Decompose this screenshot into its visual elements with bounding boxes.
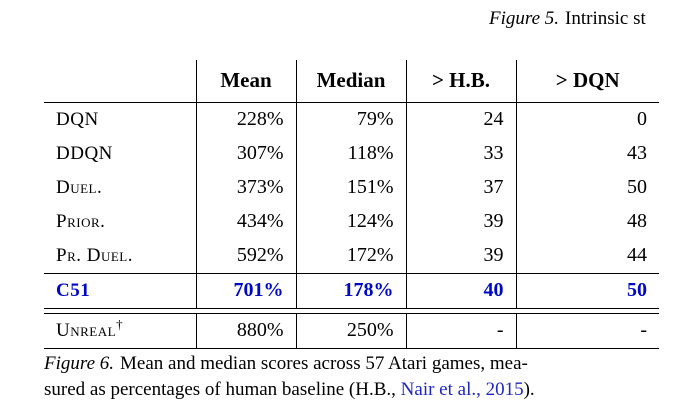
cell-gt-hb: 39 <box>405 239 516 274</box>
caption-line2-before: sured as percentages of human baseline (… <box>44 379 401 400</box>
cell-median: 151% <box>295 171 406 205</box>
cell-gt-dqn: 48 <box>515 205 659 239</box>
row-label: Prior. <box>56 210 106 232</box>
cell-median: 124% <box>295 205 406 239</box>
table-row-duel: Duel. 373% 151% 37 50 <box>44 171 659 205</box>
cell-gt-dqn: 50 <box>515 273 659 309</box>
figure6-caption: Figure 6. Mean and median scores across 5… <box>44 351 664 403</box>
table-row-unreal: Unreal† 880% 250% - - <box>44 313 659 349</box>
cell-gt-hb: 37 <box>405 171 516 205</box>
cell-mean: 434% <box>195 205 296 239</box>
cell-gt-dqn: 43 <box>515 137 659 171</box>
row-label: Pr. Duel. <box>56 244 133 266</box>
row-label: DDQN <box>56 142 113 164</box>
caption-line1: Mean and median scores across 57 Atari g… <box>120 353 528 374</box>
row-label: Unreal† <box>44 313 196 349</box>
cell-gt-hb: 33 <box>405 137 516 171</box>
cell-gt-hb: 39 <box>405 205 516 239</box>
caption-line2-after: ). <box>523 379 535 400</box>
cell-gt-dqn: - <box>515 313 659 349</box>
double-rule-spacer <box>44 308 659 314</box>
header-gt-dqn: > DQN <box>515 60 659 103</box>
cell-mean: 373% <box>195 171 296 205</box>
header-median: Median <box>295 60 406 103</box>
figure5-text: Intrinsic st <box>565 8 646 29</box>
cell-gt-dqn: 44 <box>515 239 659 274</box>
figure5-label: Figure 5. <box>489 8 560 29</box>
figure6-label: Figure 6. <box>44 353 115 374</box>
cell-gt-hb: 24 <box>405 102 516 137</box>
row-label: C51 <box>44 273 196 309</box>
table-row-pr-duel: Pr. Duel. 592% 172% 39 44 <box>44 239 659 274</box>
header-empty <box>44 60 196 103</box>
cell-mean: 880% <box>195 313 296 349</box>
results-table: Mean Median > H.B. > DQN DQN 228% 79% 24… <box>44 60 659 349</box>
cell-gt-dqn: 50 <box>515 171 659 205</box>
row-label: DQN <box>56 108 99 130</box>
cell-mean: 592% <box>195 239 296 274</box>
table-header-row: Mean Median > H.B. > DQN <box>44 60 659 103</box>
table-row-c51: C51 701% 178% 40 50 <box>44 273 659 309</box>
row-label: Duel. <box>56 176 103 198</box>
table-row-prior: Prior. 434% 124% 39 48 <box>44 205 659 239</box>
cell-gt-dqn: 0 <box>515 102 659 137</box>
cell-mean: 228% <box>195 102 296 137</box>
cell-median: 250% <box>295 313 406 349</box>
table-row-dqn: DQN 228% 79% 24 0 <box>44 102 659 137</box>
cell-mean: 701% <box>195 273 296 309</box>
cell-median: 178% <box>295 273 406 309</box>
figure5-caption-fragment: Figure 5. Intrinsic st <box>489 8 646 30</box>
citation-link[interactable]: Nair et al., 2015 <box>400 379 524 400</box>
header-gt-hb: > H.B. <box>405 60 516 103</box>
cell-mean: 307% <box>195 137 296 171</box>
cell-median: 172% <box>295 239 406 274</box>
cell-gt-hb: - <box>405 313 516 349</box>
dagger-symbol: † <box>116 316 123 332</box>
cell-median: 79% <box>295 102 406 137</box>
cell-median: 118% <box>295 137 406 171</box>
cell-gt-hb: 40 <box>405 273 516 309</box>
header-mean: Mean <box>195 60 296 103</box>
table-row-ddqn: DDQN 307% 118% 33 43 <box>44 137 659 171</box>
